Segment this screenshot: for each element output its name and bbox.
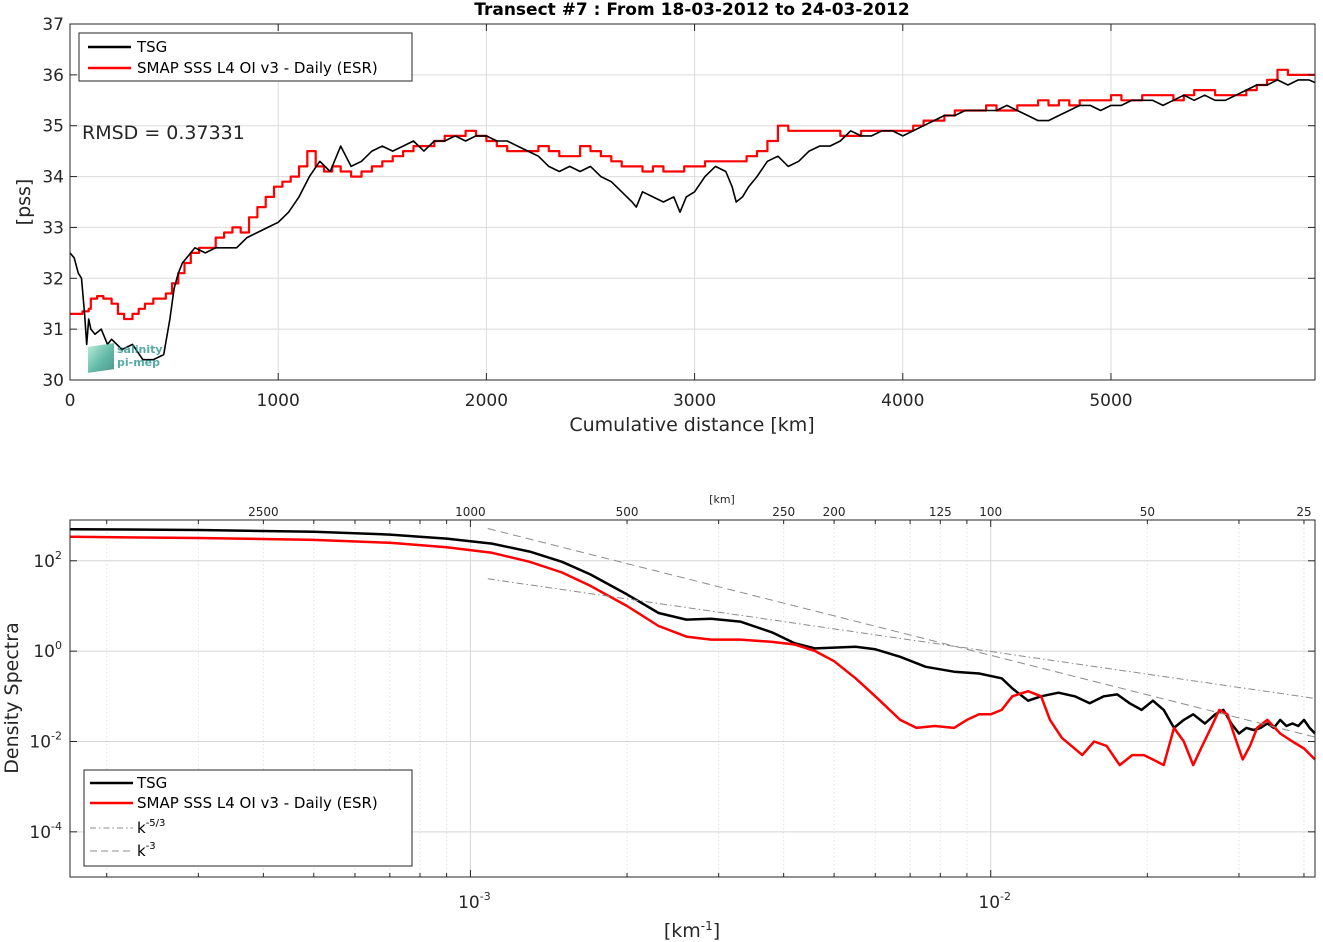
top-y-tick-label: 35 (42, 117, 64, 137)
top-chart: Transect #7 : From 18-03-2012 to 24-03-2… (13, 0, 1316, 436)
top-axes-box (69, 23, 1316, 381)
bottom-chart: 102 100 10-2 10-4 10-3 10-2 2500 1000 500 250 200 1… (1, 493, 1316, 942)
top-series-tsg-line (69, 79, 1316, 361)
salinity-pi-mep-logo: salinity pi-mep (88, 343, 180, 375)
top-x-tick-label: 4000 (881, 391, 924, 411)
bottom-legend-label-tsg: TSG (136, 774, 167, 792)
bottom-legend-label-smap: SMAP SSS L4 OI v3 - Daily (ESR) (137, 794, 378, 812)
bottom-y-tick-label: 100 (33, 639, 62, 662)
top-km-tick-label: 50 (1140, 505, 1155, 519)
rmsd-annotation: RMSD = 0.37331 (82, 122, 245, 144)
top-km-tick-label: 25 (1296, 505, 1311, 519)
top-legend-label-tsg: TSG (136, 38, 167, 56)
top-y-tick-label: 31 (42, 320, 64, 340)
top-x-tick-label: 2000 (465, 391, 508, 411)
bottom-reference-k53-line (487, 578, 1316, 699)
top-y-tick-label: 37 (42, 15, 64, 35)
top-legend: TSG SMAP SSS L4 OI v3 - Daily (ESR) (78, 32, 413, 82)
bottom-legend: TSG SMAP SSS L4 OI v3 - Daily (ESR) k-5/… (83, 769, 413, 867)
logo-cube-icon (88, 343, 114, 373)
top-y-tick-label: 30 (42, 371, 64, 391)
top-x-tick-label: 1000 (257, 391, 300, 411)
bottom-x-tick-label: 10-2 (978, 890, 1011, 913)
bottom-x-tick-label: 10-3 (458, 890, 491, 913)
top-y-tick-label: 36 (42, 66, 64, 86)
bottom-axes-box (69, 519, 1316, 878)
logo-text-bottom: pi-mep (117, 356, 161, 369)
top-y-tick-label: 33 (42, 218, 64, 238)
top-tick-group: 0 1000 2000 3000 4000 5000 30 31 32 33 34 35 36 37 (42, 15, 1315, 411)
top-km-tick-label: 1000 (455, 505, 486, 519)
bottom-tick-group: 102 100 10-2 10-4 10-3 10-2 2500 1000 500 250 200 1… (29, 505, 1315, 913)
logo-text-top: salinity (117, 343, 163, 356)
top-series-smap-line (70, 68, 1315, 321)
top-legend-label-smap: SMAP SSS L4 OI v3 - Daily (ESR) (137, 59, 378, 77)
top-y-tick-label: 34 (42, 168, 64, 188)
top-plot-area (70, 24, 1315, 380)
top-y-tick-label: 32 (42, 269, 64, 289)
top-km-tick-label: 2500 (248, 505, 279, 519)
top-km-tick-label: 250 (772, 505, 795, 519)
top-x-tick-label: 5000 (1089, 391, 1132, 411)
bottom-y-tick-label: 102 (33, 549, 62, 572)
bottom-x-axis-label: [km-1] (664, 919, 720, 942)
top-km-tick-label: 100 (979, 505, 1002, 519)
top-axis-unit-label: [km] (709, 493, 735, 506)
top-km-tick-label: 500 (616, 505, 639, 519)
top-x-tick-label: 3000 (673, 391, 716, 411)
top-series-group (69, 68, 1316, 361)
top-legend-box (78, 32, 413, 82)
bottom-series-group (69, 527, 1316, 767)
bottom-series-smap-line (69, 535, 1316, 767)
top-y-axis-label: [pss] (13, 179, 35, 226)
bottom-y-tick-label: 10-2 (29, 729, 62, 752)
top-x-tick-label: 0 (65, 391, 76, 411)
bottom-legend-box (83, 769, 413, 867)
bottom-y-axis-label: Density Spectra (1, 622, 23, 773)
top-km-tick-label: 125 (929, 505, 952, 519)
bottom-legend-label-k53: k-5/3 (137, 818, 165, 837)
bottom-y-tick-label: 10-4 (29, 820, 62, 843)
chart-title: Transect #7 : From 18-03-2012 to 24-03-2… (474, 0, 910, 20)
top-x-axis-label: Cumulative distance [km] (569, 414, 814, 436)
top-km-tick-label: 200 (823, 505, 846, 519)
bottom-legend-label-k3: k-3 (137, 841, 156, 860)
